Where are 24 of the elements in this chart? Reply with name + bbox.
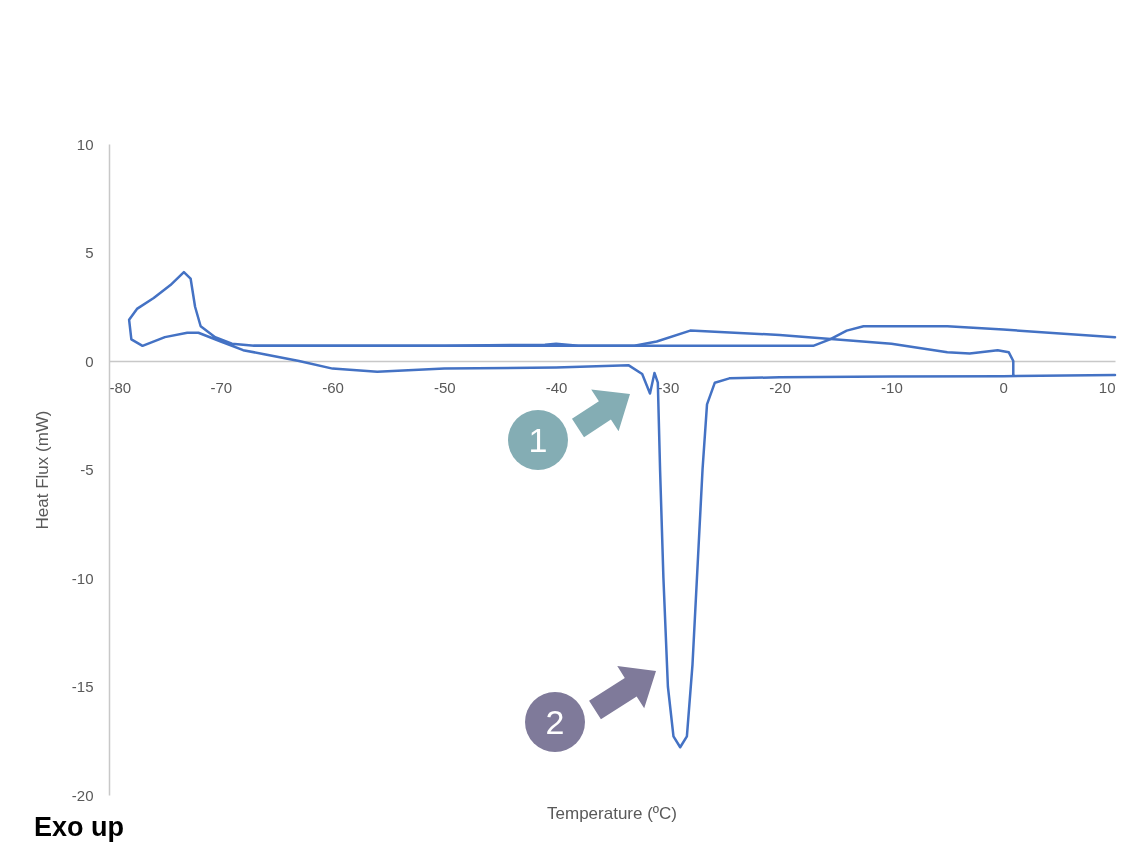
y-tick-label: 10 bbox=[76, 135, 94, 153]
x-tick-label: -20 bbox=[769, 378, 792, 396]
y-tick-label: -20 bbox=[71, 786, 94, 804]
text: Exo up bbox=[34, 812, 125, 842]
x-tick-label: -30 bbox=[657, 378, 680, 396]
annotation: 2 bbox=[545, 703, 565, 741]
y-tick-label: -15 bbox=[71, 678, 94, 695]
y-tick-label: 5 bbox=[85, 244, 94, 261]
x-tick-label: -80 bbox=[109, 378, 132, 396]
x-tick-label: 0 bbox=[999, 378, 1008, 396]
y-tick-label: -5 bbox=[80, 461, 94, 478]
x-tick-label: -70 bbox=[210, 378, 233, 396]
x-tick-label: -50 bbox=[433, 378, 456, 396]
x-tick-label: -10 bbox=[881, 378, 903, 396]
y-axis-title: Heat Flux (mW) bbox=[32, 410, 52, 530]
x-tick-label: -60 bbox=[322, 378, 344, 396]
numbered-circle-badge: 2 bbox=[525, 692, 585, 752]
x-tick-label: 10 bbox=[1098, 378, 1116, 396]
y-tick-label: 0 bbox=[85, 352, 94, 370]
x-tick-label: -40 bbox=[545, 378, 568, 396]
annotation: 1 bbox=[528, 421, 548, 459]
y-tick-label: -10 bbox=[71, 569, 94, 587]
numbered-circle-badge: 1 bbox=[508, 410, 568, 470]
x-axis-title: Temperature (ºC) bbox=[547, 804, 677, 823]
